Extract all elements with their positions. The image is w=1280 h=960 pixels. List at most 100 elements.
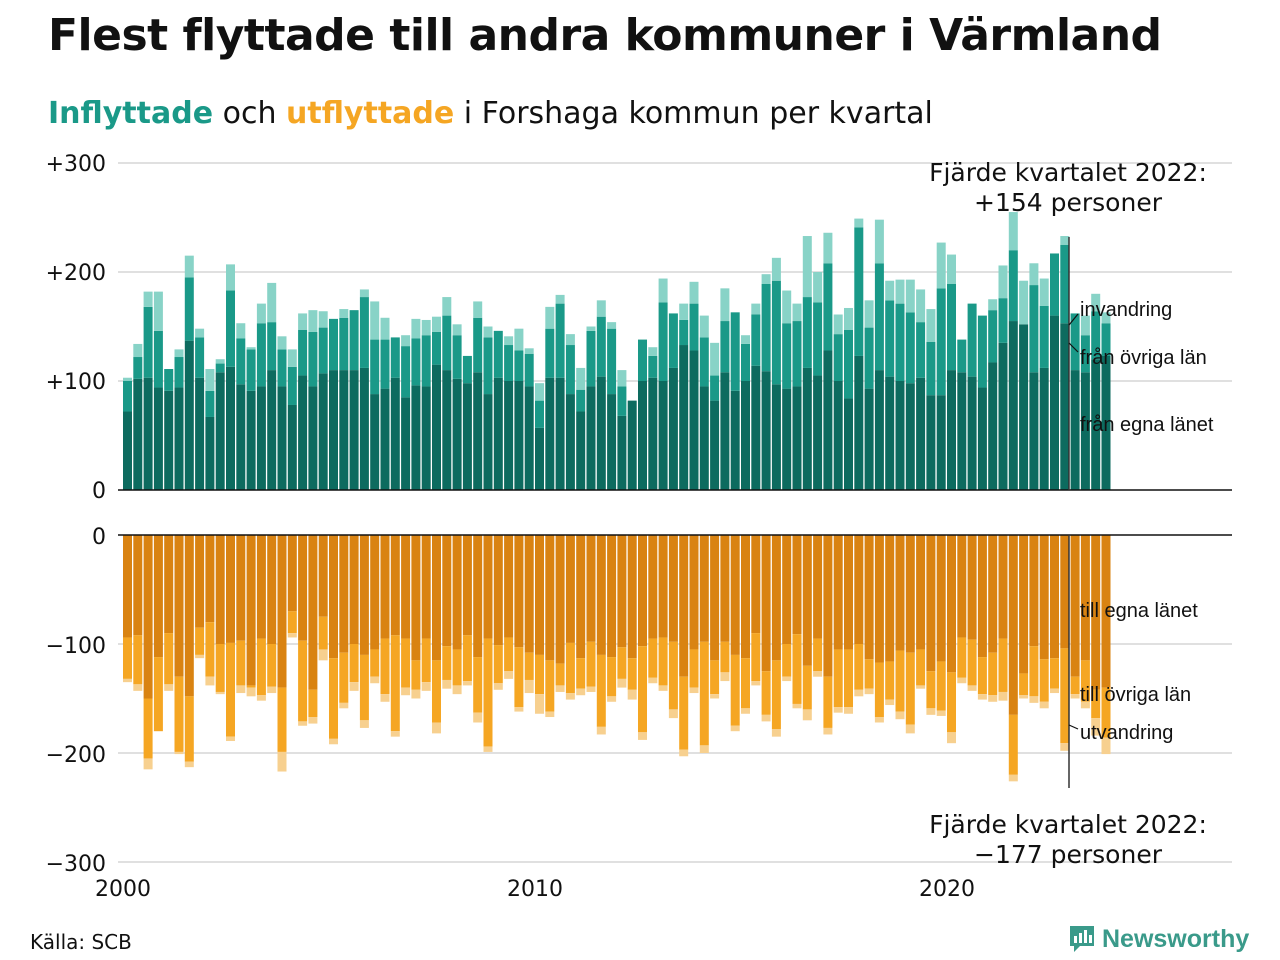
bar-in-1-25 <box>380 339 390 389</box>
bar-in-0-39 <box>524 386 534 490</box>
bar-in-2-74 <box>885 280 895 301</box>
bar-out-1-71 <box>854 644 864 690</box>
bar-out-0-91 <box>1060 535 1070 649</box>
bar-out-1-11 <box>236 640 246 686</box>
bar-out-1-90 <box>1050 658 1059 689</box>
bar-in-1-7 <box>195 337 205 378</box>
bar-out-0-23 <box>359 535 369 655</box>
bar-in-2-34 <box>473 301 483 318</box>
bar-out-2-23 <box>359 720 369 728</box>
bar-in-0-41 <box>545 377 555 490</box>
bar-in-0-50 <box>638 381 647 490</box>
bar-out-2-58 <box>720 672 730 682</box>
bar-out-2-12 <box>246 687 256 697</box>
bar-in-0-52 <box>658 381 668 490</box>
bar-out-1-47 <box>607 657 617 697</box>
bar-out-1-80 <box>947 672 956 733</box>
bar-in-2-88 <box>1029 263 1039 286</box>
bar-in-1-93 <box>1080 335 1090 373</box>
bar-in-0-88 <box>1029 372 1039 490</box>
bar-in-2-15 <box>277 336 287 350</box>
bar-out-2-92 <box>1070 694 1080 699</box>
bar-in-1-90 <box>1050 253 1059 316</box>
bar-out-2-27 <box>401 687 411 696</box>
bar-in-1-84 <box>988 310 998 363</box>
bar-out-2-52 <box>658 685 668 691</box>
bar-in-1-89 <box>1039 305 1049 368</box>
lower-ytick-minus300: −300 <box>46 852 106 877</box>
bar-out-0-75 <box>895 535 905 651</box>
bar-in-1-17 <box>298 329 308 376</box>
bar-out-0-49 <box>627 535 637 659</box>
bar-out-2-28 <box>411 689 421 699</box>
bar-in-2-95 <box>1101 312 1111 324</box>
bar-out-1-40 <box>535 654 544 695</box>
bar-out-0-11 <box>236 535 246 641</box>
bar-in-1-74 <box>885 300 895 377</box>
bar-out-0-83 <box>977 535 987 658</box>
bar-out-1-75 <box>895 650 905 712</box>
bar-out-2-11 <box>236 685 246 694</box>
bar-in-0-1 <box>133 378 143 490</box>
bar-in-0-19 <box>318 373 328 490</box>
bar-out-0-20 <box>329 535 338 659</box>
xtick-2020: 2020 <box>919 877 975 902</box>
bar-in-1-5 <box>174 357 184 388</box>
bar-out-0-82 <box>967 535 977 640</box>
bar-out-2-72 <box>864 688 874 695</box>
bar-out-0-41 <box>545 535 555 661</box>
bar-in-1-15 <box>277 349 287 387</box>
bar-in-2-55 <box>689 281 699 304</box>
bar-out-1-58 <box>720 641 730 673</box>
bar-in-0-49 <box>627 400 637 490</box>
bar-in-0-65 <box>792 386 802 490</box>
bar-in-1-34 <box>473 317 483 373</box>
bar-in-2-91 <box>1060 236 1070 245</box>
bar-out-2-51 <box>648 677 658 684</box>
bar-out-0-25 <box>380 535 390 639</box>
bar-out-1-22 <box>349 644 359 683</box>
bar-out-1-87 <box>1019 673 1029 696</box>
bar-in-0-27 <box>401 397 411 490</box>
bar-in-2-51 <box>648 347 658 356</box>
bar-in-0-91 <box>1060 323 1070 490</box>
bar-out-1-12 <box>246 685 256 688</box>
bar-out-0-63 <box>771 535 781 661</box>
bar-out-1-36 <box>493 645 503 684</box>
bar-in-1-42 <box>555 303 565 378</box>
bar-out-2-90 <box>1050 688 1059 694</box>
bar-out-0-76 <box>905 535 915 653</box>
bar-out-2-66 <box>802 709 812 721</box>
bar-out-1-3 <box>153 657 163 732</box>
bar-out-2-80 <box>947 732 956 744</box>
bar-in-0-42 <box>555 377 565 490</box>
bar-out-1-81 <box>957 637 967 678</box>
bar-in-2-85 <box>998 265 1008 299</box>
bar-in-0-82 <box>967 376 977 490</box>
bar-in-1-35 <box>483 337 493 395</box>
bar-out-2-6 <box>184 761 194 768</box>
bar-out-2-85 <box>998 691 1008 701</box>
bar-in-0-7 <box>195 377 205 490</box>
bar-in-2-45 <box>586 326 596 331</box>
label-fran-egna-lanet: från egna länet <box>1080 414 1214 436</box>
bar-out-0-10 <box>226 535 235 643</box>
bar-out-2-37 <box>504 671 514 679</box>
bar-out-0-85 <box>998 535 1008 639</box>
leader-invandring <box>1068 313 1079 326</box>
bar-in-2-61 <box>751 303 761 315</box>
bar-in-1-23 <box>359 297 369 368</box>
bar-out-0-59 <box>730 535 740 655</box>
bar-in-2-57 <box>710 342 720 376</box>
bar-in-1-33 <box>462 355 472 384</box>
bar-in-2-16 <box>287 349 297 367</box>
bar-out-1-55 <box>689 649 699 688</box>
upper-ytick-200: +200 <box>46 261 106 286</box>
bar-in-2-76 <box>905 279 915 313</box>
bar-in-0-16 <box>287 404 297 490</box>
bar-in-2-64 <box>782 290 792 324</box>
bar-out-1-67 <box>813 638 823 672</box>
bar-in-0-14 <box>267 370 277 490</box>
bar-out-0-92 <box>1070 535 1080 677</box>
bar-out-0-81 <box>957 535 967 638</box>
